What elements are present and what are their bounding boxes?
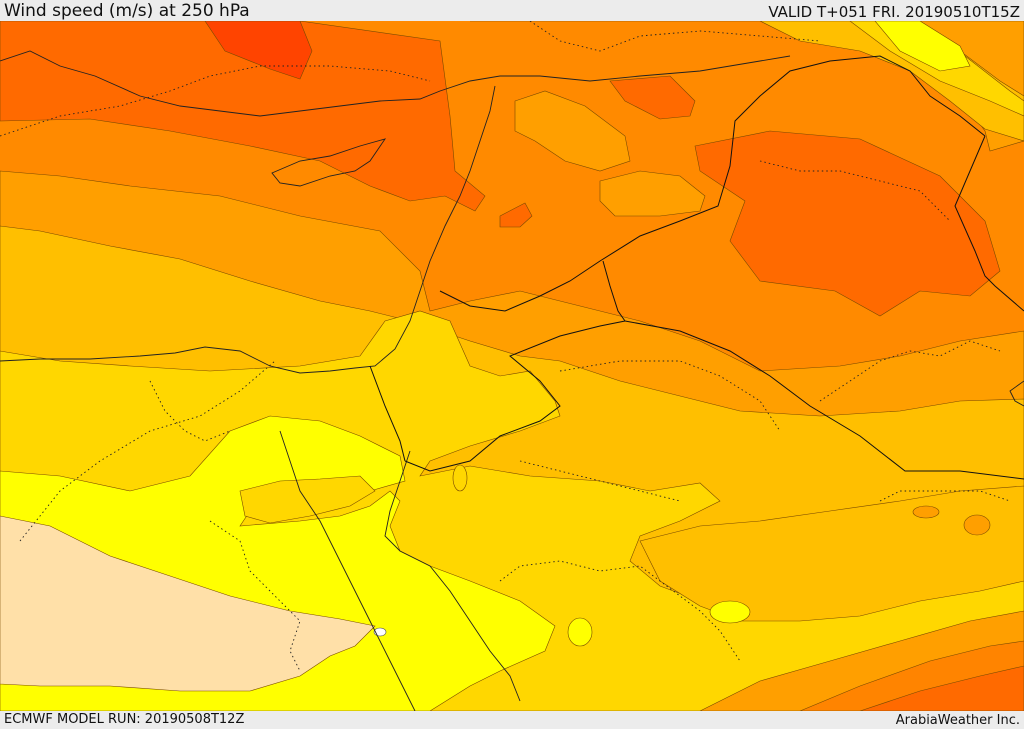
dotted-boundary-5 — [519, 460, 681, 502]
border-e — [954, 135, 1024, 312]
border-b — [404, 260, 626, 472]
dotted-boundary-2 — [529, 21, 821, 52]
contour-blob-e — [963, 514, 991, 536]
speed-band-7-patch — [609, 75, 696, 120]
coastline-mediterranean-south — [0, 85, 496, 374]
speed-band-3-inner — [239, 475, 376, 524]
dotted-boundary-9 — [559, 360, 781, 432]
speed-band-7-patch-small — [499, 202, 533, 228]
map-title: Wind speed (m/s) at 250 hPa — [4, 1, 250, 21]
model-run-label: ECMWF MODEL RUN: 20190508T12Z — [4, 712, 245, 727]
valid-time-label: VALID T+051 FRI. 20190510T15Z — [768, 3, 1020, 21]
border-a — [439, 55, 986, 312]
speed-band-2-northeast — [874, 21, 971, 72]
contour-blob-a — [452, 464, 468, 492]
speed-band-5-patch-mid — [599, 170, 706, 217]
speed-band-8 — [204, 21, 313, 80]
contour-blob-c — [709, 600, 751, 624]
contour-blob-b — [567, 617, 593, 647]
coastline-north — [0, 50, 791, 117]
dotted-boundary-11 — [879, 490, 1011, 502]
coastline-cyprus — [271, 138, 387, 187]
speed-band-1 — [0, 515, 376, 692]
dotted-boundary-3 — [19, 360, 276, 542]
border-d — [369, 365, 406, 462]
wind-speed-map[interactable] — [0, 21, 1024, 711]
coastline-gulf — [1009, 380, 1024, 407]
dotted-boundary-6 — [499, 560, 741, 662]
dotted-boundary-8 — [819, 340, 1001, 402]
coastline-red-sea-west — [279, 430, 416, 711]
map-canvas[interactable] — [0, 21, 1024, 711]
header-bar: Wind speed (m/s) at 250 hPa VALID T+051 … — [0, 0, 1024, 21]
border-c — [624, 320, 1024, 480]
footer-bar: ECMWF MODEL RUN: 20190508T12Z ArabiaWeat… — [0, 711, 1024, 729]
contour-blob-d — [912, 505, 940, 519]
speed-band-5-patch-north — [514, 90, 631, 172]
coastline-red-sea-east — [384, 450, 521, 702]
credit-label: ArabiaWeather Inc. — [895, 713, 1020, 728]
speed-band-7-south — [859, 665, 1024, 711]
speed-band-7-east — [694, 130, 1001, 317]
dotted-boundary-10 — [209, 520, 301, 672]
